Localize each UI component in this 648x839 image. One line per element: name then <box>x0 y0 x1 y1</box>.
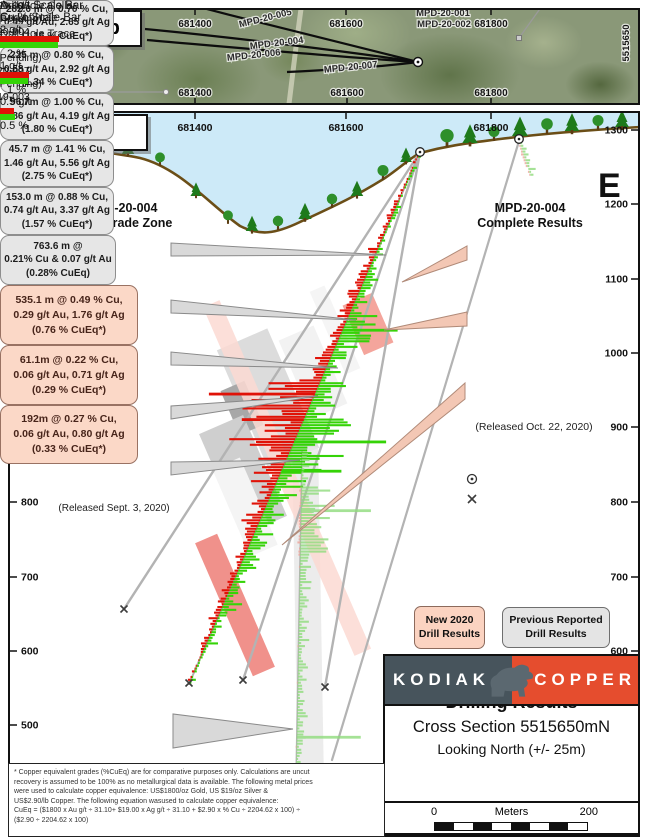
previous-results-badge: Previous Reported Drill Results <box>502 607 610 648</box>
cu-scale-bar <box>0 114 15 120</box>
svg-text:1300: 1300 <box>605 125 629 137</box>
drill-hole-labels: MPD-20-006(Results Pending)MPD-20-004 MPD… <box>0 0 83 104</box>
svg-text:800: 800 <box>21 497 39 509</box>
map-label: MPD-20-001 <box>416 8 471 19</box>
map-label: 681400 <box>178 88 212 99</box>
cu-scale-bar <box>0 42 58 48</box>
cu-scale-value: 2 % <box>7 48 26 60</box>
svg-text:700: 700 <box>610 572 628 584</box>
cu-scale-bar <box>0 78 28 84</box>
legend-eoh-label: End of Hole <box>0 12 58 24</box>
title-block: KODIAK COPPER MPD Project - Gate Zone Dr… <box>383 654 640 835</box>
svg-text:1200: 1200 <box>605 199 629 211</box>
map-label: 681600 <box>329 19 363 30</box>
assay-callout-gray: 763.6 m @0.21% Cu & 0.07 g/t Au (0.28% Cu… <box>0 235 116 285</box>
scale-bar-segments <box>434 822 588 831</box>
assay-callout-gray: 153.0 m @ 0.88 % Cu, 0.74 g/t Au, 3.37 g/… <box>0 187 114 235</box>
svg-text:900: 900 <box>610 422 628 434</box>
au-scale-value: 2 g/t <box>0 24 22 36</box>
assay-callout-salmon: 61.1m @ 0.22 % Cu, 0.06 g/t Au, 0.71 g/t … <box>0 345 138 405</box>
logo-copper-text: COPPER <box>534 670 636 689</box>
scale-zero: 0 <box>431 806 438 818</box>
new-2020-results-badge: New 2020 Drill Results <box>414 606 485 649</box>
scale-units: Meters <box>494 806 529 818</box>
drill-hole-trace-icon <box>0 24 27 28</box>
kodiak-copper-logo: KODIAK COPPER <box>385 656 638 706</box>
au-scale-bar <box>0 108 14 114</box>
hole-label-mpd-19-003: MPD-19-003 <box>0 91 30 103</box>
assay-callout-salmon: 535.1 m @ 0.49 % Cu, 0.29 g/t Au, 1.76 g/… <box>0 285 138 345</box>
assay-callout-salmon: 192m @ 0.27 % Cu, 0.06 g/t Au, 0.80 g/t A… <box>0 405 138 464</box>
cu-scale-value: 0.5 % <box>0 120 29 132</box>
map-label: 681800 <box>474 88 508 99</box>
svg-text:681800: 681800 <box>473 122 508 134</box>
released-note-left: (Released Sept. 3, 2020) <box>58 503 170 514</box>
cueq-footnote: * Copper equivalent grades (%CuEq) are f… <box>8 763 385 837</box>
au-scale-value: 0.5 g/t <box>0 96 31 108</box>
au-scale-bar <box>0 36 59 42</box>
hole-label-mpd-20-006: MPD-20-006(Results Pending) <box>0 0 42 25</box>
map-label: 5515650 <box>621 25 632 62</box>
svg-text:800: 800 <box>610 497 628 509</box>
header-complete-results: MPD-20-004 Complete Results <box>477 201 583 230</box>
svg-text:681400: 681400 <box>177 122 212 134</box>
cu-scale-value: 1 % <box>7 84 26 96</box>
logo-red-panel <box>512 656 638 704</box>
cu-scale-title: Cu % Scale Bar <box>0 12 82 24</box>
au-scale-bar <box>0 72 29 78</box>
east-label: E <box>598 167 621 205</box>
assay-callout-gray: 45.7 m @ 1.41 % Cu, 1.46 g/t Au, 5.56 g/t… <box>0 140 114 187</box>
au-scale-value: 1 g/t <box>0 60 22 72</box>
legend: Drill Hole Collar End of Hole Drill Hole… <box>0 0 478 504</box>
end-of-hole-icon <box>467 494 477 504</box>
legend-collar-label: Drill Hole Collar <box>0 0 77 12</box>
map-label: 681600 <box>330 88 364 99</box>
svg-text:681600: 681600 <box>328 122 363 134</box>
logo-slate-panel <box>385 656 512 704</box>
map-scale-bar: 0 Meters 200 <box>385 801 638 833</box>
title-line-4: Looking North (+/- 25m) <box>437 741 586 757</box>
scale-max: 200 <box>579 806 598 818</box>
svg-text:500: 500 <box>21 720 39 732</box>
logo-kodiak-text: KODIAK <box>393 670 491 689</box>
hole-label-mpd-20-004: MPD-20-004 <box>0 26 30 38</box>
released-note-right: (Released Oct. 22, 2020) <box>475 421 593 433</box>
svg-text:1000: 1000 <box>605 348 629 360</box>
bear-icon <box>490 664 534 697</box>
map-label: 681800 <box>474 19 508 30</box>
au-scale-title: Au g/t Scale Bar <box>0 0 84 12</box>
svg-text:700: 700 <box>21 572 39 584</box>
grade-scale-bars: Au g/t Scale Bar Cu % Scale Bar 2 g/t 2 %… <box>0 0 83 132</box>
svg-text:1100: 1100 <box>605 274 628 286</box>
svg-text:600: 600 <box>21 646 39 658</box>
map-label: MPD-20-002 <box>417 19 471 30</box>
title-line-3: Cross Section 5515650mN <box>412 718 611 736</box>
assay-callout-gray: 225 m @ 0.80 % Cu, 0.58 g/t Au, 2.92 g/t … <box>0 46 114 93</box>
drill-hole-collar-icon <box>466 473 478 485</box>
map-label: 681400 <box>178 19 212 30</box>
